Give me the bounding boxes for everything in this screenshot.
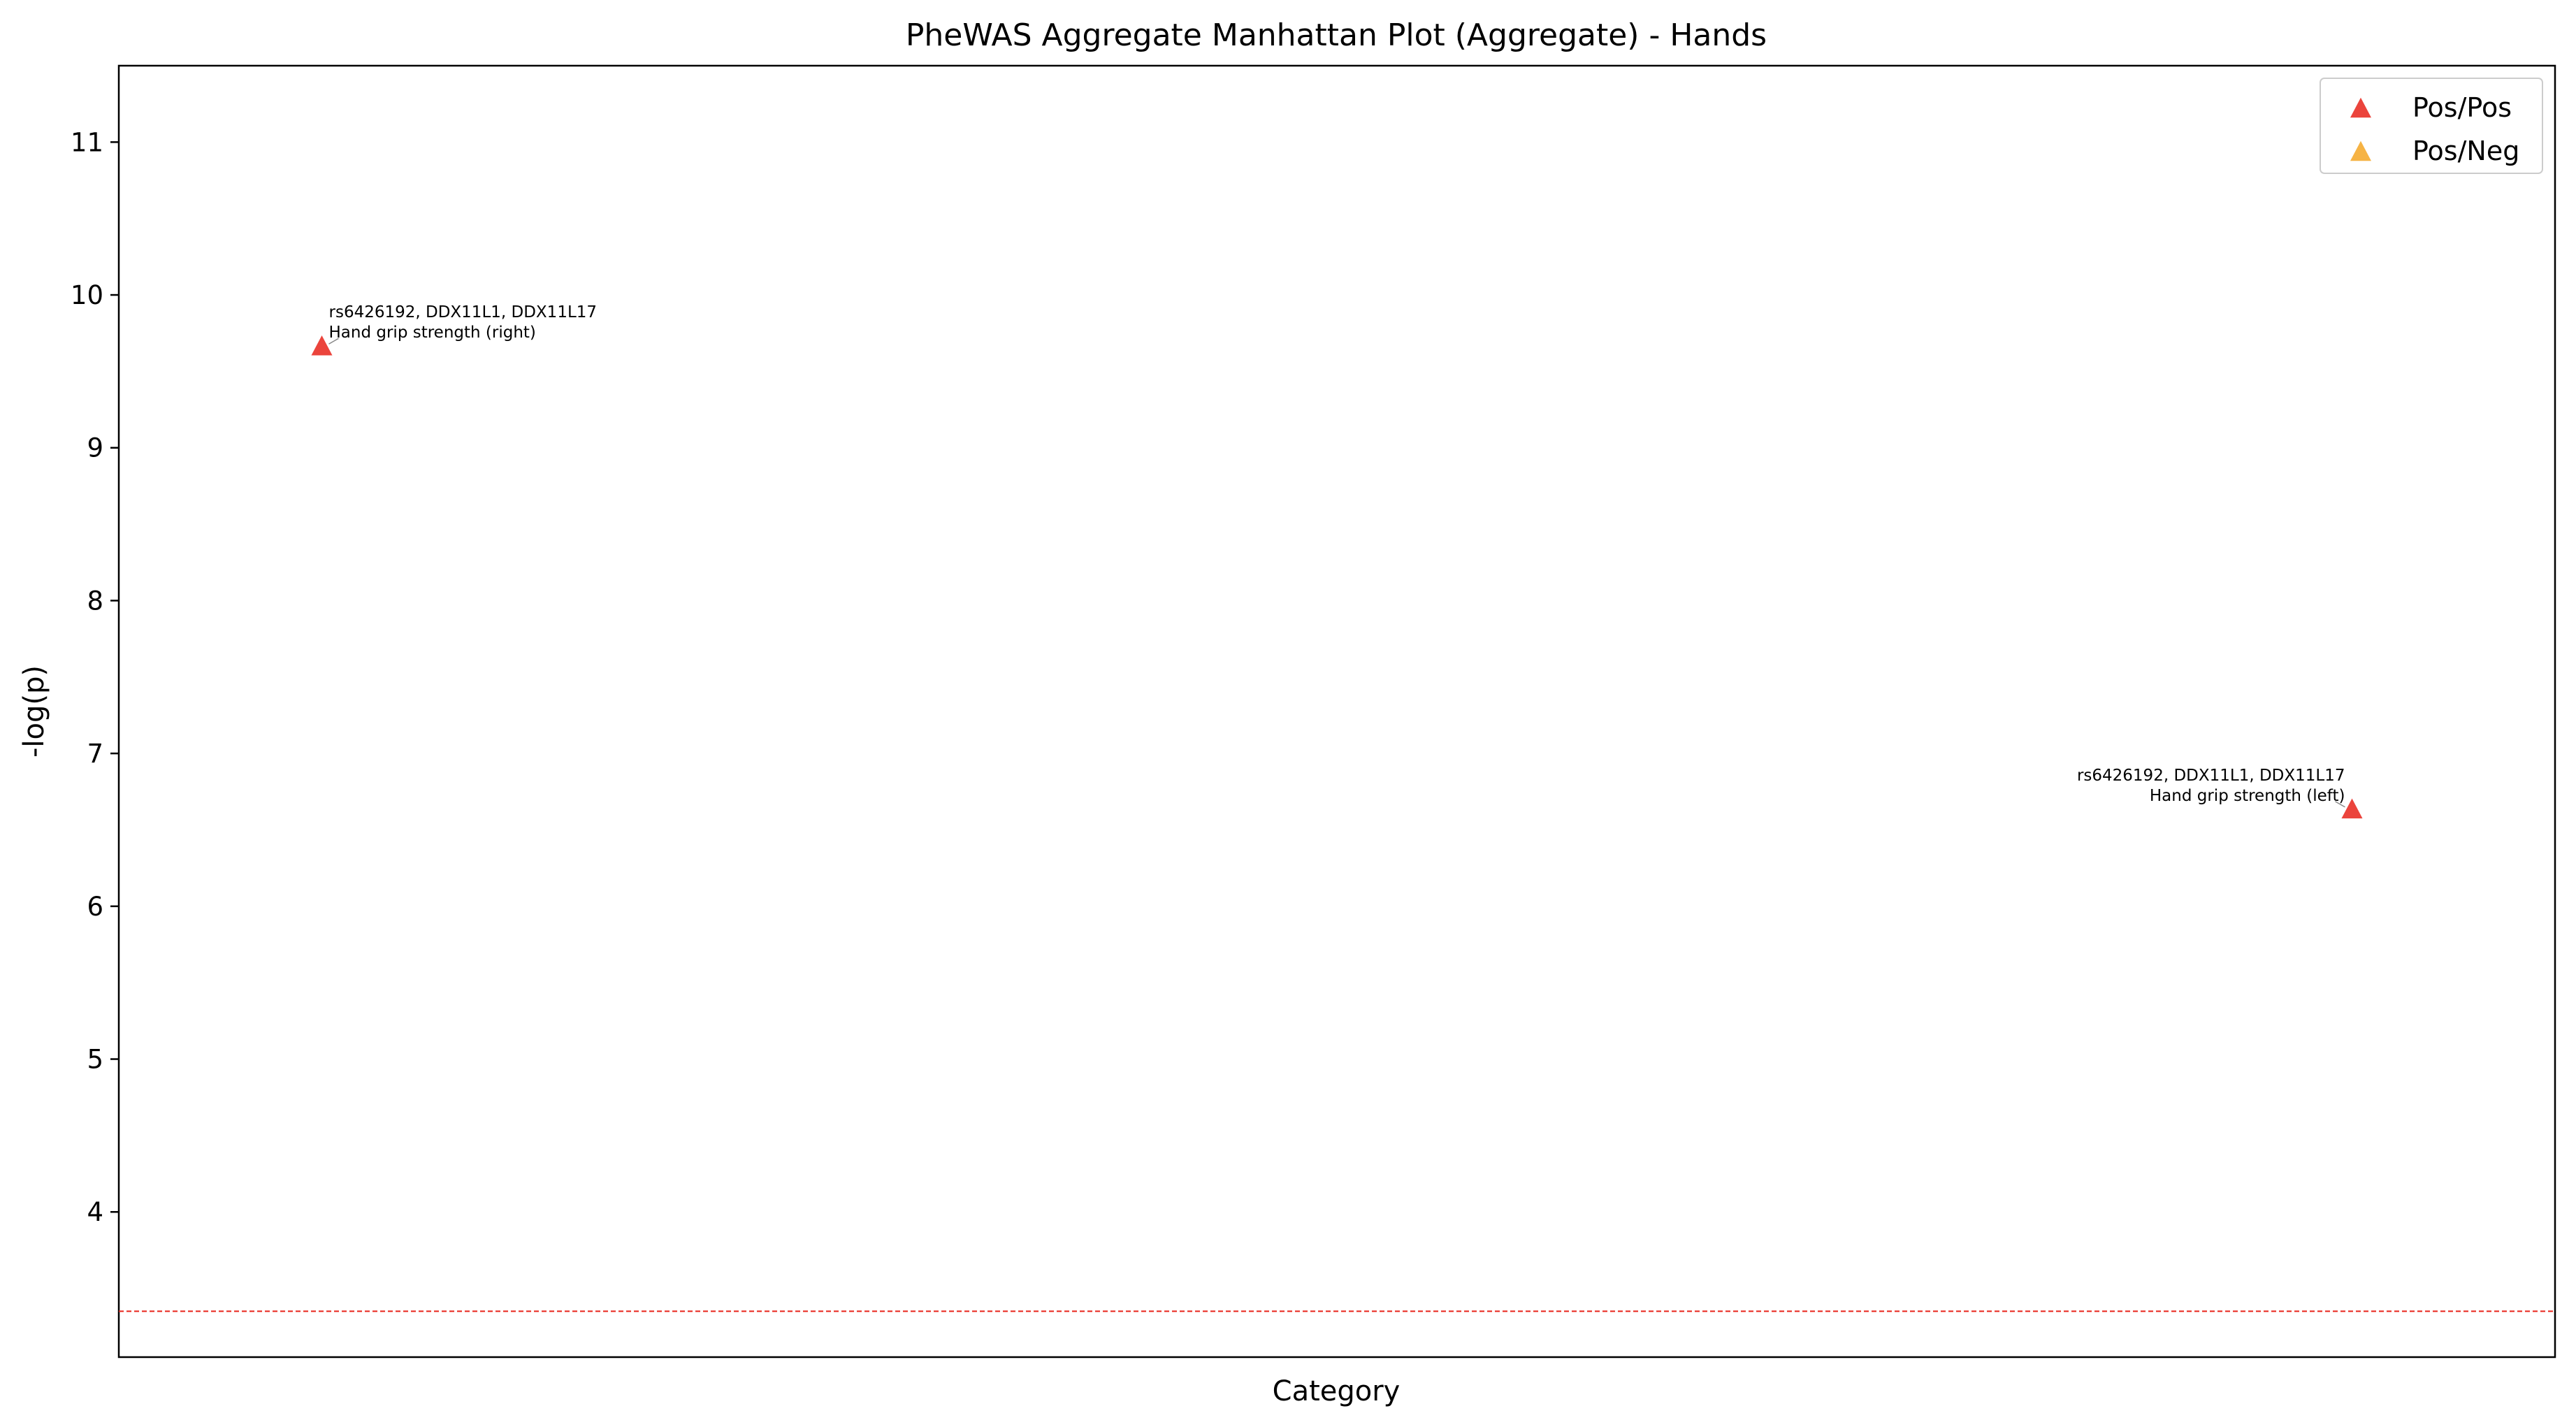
annotation-snp: rs6426192, DDX11L1, DDX11L17: [329, 303, 598, 321]
data-points: [311, 335, 2363, 819]
y-tick-label: 9: [87, 433, 103, 463]
y-tick-label: 8: [87, 586, 103, 616]
legend: Pos/Pos Pos/Neg: [2320, 78, 2543, 174]
plot-area: [117, 64, 2556, 1359]
annotation-trait: Hand grip strength (left): [2150, 787, 2345, 805]
y-tick-label: 11: [71, 127, 103, 157]
legend-marker: [2350, 140, 2371, 161]
legend-marker: [2350, 97, 2371, 118]
x-axis-label: Category: [1273, 1375, 1401, 1407]
y-tick-label: 6: [87, 892, 103, 922]
annotation-trait: Hand grip strength (right): [329, 324, 536, 342]
y-tick-label: 7: [87, 739, 103, 769]
data-point: [2341, 798, 2363, 819]
legend-label: Pos/Neg: [2412, 136, 2519, 166]
legend-label: Pos/Pos: [2412, 92, 2512, 123]
y-tick-label: 10: [71, 280, 103, 310]
y-tick-label: 5: [87, 1045, 103, 1075]
annotation-snp: rs6426192, DDX11L1, DDX11L17: [2077, 767, 2345, 785]
y-tick-label: 4: [87, 1197, 103, 1227]
legend-box: [2320, 78, 2543, 174]
data-point: [311, 335, 333, 356]
annotation-arrow: [328, 338, 339, 345]
chart-title: PheWAS Aggregate Manhattan Plot (Aggrega…: [906, 17, 1767, 53]
annotation-arrow: [2335, 801, 2345, 808]
y-axis: 4 5 6 7 8 9 10 11: [71, 127, 119, 1227]
annotations: rs6426192, DDX11L1, DDX11L17 Hand grip st…: [328, 303, 2345, 808]
y-axis-label: -log(p): [18, 665, 50, 758]
